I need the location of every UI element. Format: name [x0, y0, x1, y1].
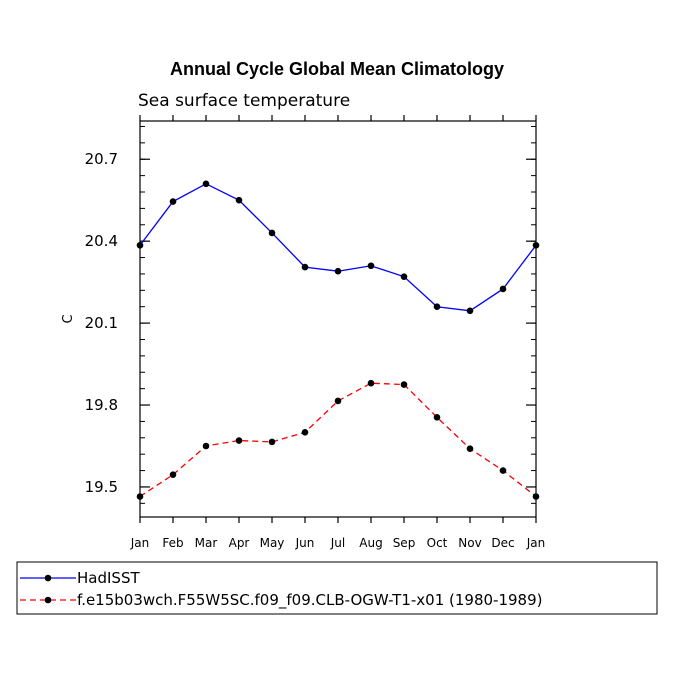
chart-title: Annual Cycle Global Mean Climatology [170, 59, 504, 79]
x-tick-label: Aug [359, 536, 382, 550]
series-2-point [301, 429, 309, 436]
series-2-point [367, 379, 375, 387]
y-tick-label: 20.4 [85, 232, 118, 250]
series-2-point [202, 442, 210, 450]
legend-marker [44, 574, 52, 582]
legend-box [16, 561, 658, 615]
x-tick-label: Dec [491, 536, 514, 550]
axis-ticks [139, 115, 537, 523]
y-tick-label: 19.8 [85, 396, 118, 414]
series-2-point [334, 397, 342, 405]
x-tick-label: Mar [195, 536, 218, 550]
series-2-point [268, 438, 276, 446]
legend-marker [44, 596, 52, 604]
x-tick-label: May [260, 536, 285, 550]
series-1-point [202, 180, 210, 188]
series-1-point [499, 285, 507, 293]
series-1-point [334, 267, 342, 275]
legend: HadISST f.e15b03wch.F55W5SC.f09_f09.CLB-O… [20, 569, 542, 610]
series-1-point [301, 263, 309, 271]
x-tick-label: Jan [130, 536, 150, 550]
plot-frame [139, 120, 537, 518]
x-tick-label: Oct [427, 536, 448, 550]
legend-label-2: f.e15b03wch.F55W5SC.f09_f09.CLB-OGW-T1-x… [77, 591, 542, 610]
series-2-point [136, 493, 144, 500]
x-tick-label: Nov [458, 536, 481, 550]
series-line-1 [139, 183, 537, 312]
series-2-point [400, 381, 408, 388]
series-1-point [466, 307, 474, 315]
series-2-point [466, 445, 474, 453]
series-group [136, 180, 540, 500]
series-2-point [235, 437, 243, 444]
series-1-point [268, 229, 276, 237]
series-2-point [169, 471, 177, 478]
x-tick-label: Jun [295, 536, 315, 550]
y-tick-labels: 20.7 20.4 20.1 19.8 19.5 [85, 150, 118, 496]
series-1-point [532, 241, 540, 249]
series-1-point [367, 262, 375, 270]
x-tick-label: Jul [330, 536, 345, 550]
series-2-point [433, 414, 441, 421]
series-1-point [400, 273, 408, 280]
y-tick-label: 19.5 [85, 478, 118, 496]
y-tick-label: 20.1 [85, 314, 118, 332]
series-1-point [433, 303, 441, 311]
series-1-point [235, 196, 243, 204]
series-1-point [169, 198, 177, 205]
y-axis-label: C [61, 314, 76, 323]
legend-label-1: HadISST [77, 569, 140, 587]
y-tick-label: 20.7 [85, 150, 118, 168]
x-tick-label: Apr [229, 536, 250, 550]
x-tick-label: Jan [526, 536, 546, 550]
series-1-point [136, 241, 144, 249]
x-tick-label: Sep [393, 536, 416, 550]
chart-subtitle: Sea surface temperature [138, 91, 350, 111]
x-tick-labels: Jan Feb Mar Apr May Jun Jul Aug Sep Oct Nov Dec Jan [130, 536, 546, 550]
series-2-point [532, 493, 540, 500]
x-tick-label: Feb [162, 536, 183, 550]
series-2-point [499, 467, 507, 474]
